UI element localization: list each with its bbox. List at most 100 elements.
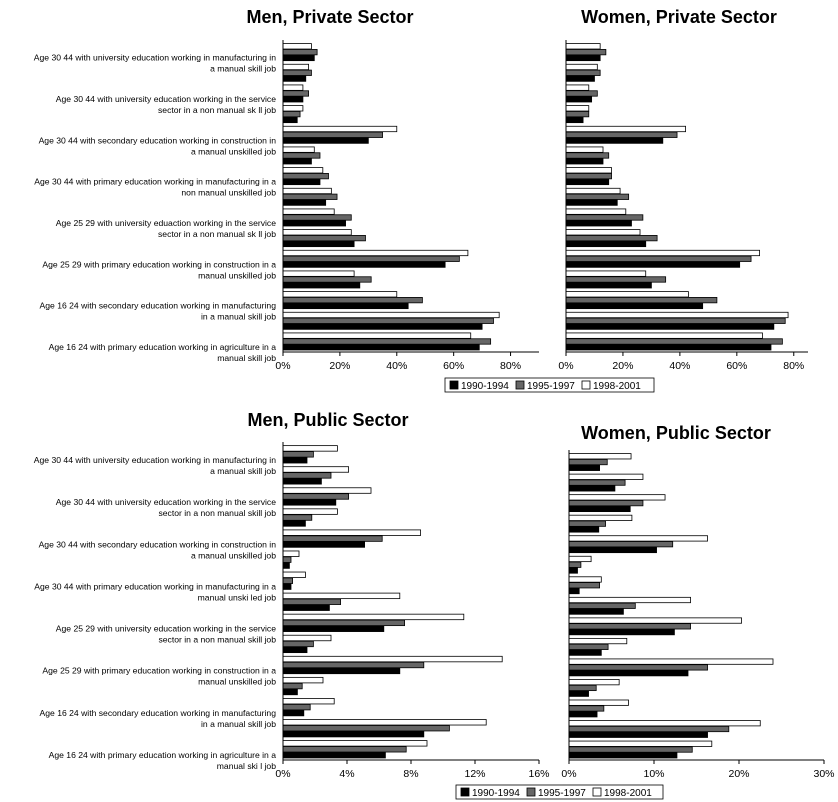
bar (282, 535, 383, 542)
bar (282, 178, 321, 186)
category-label: Age 30 44 with university education work… (34, 53, 276, 63)
bar (568, 623, 691, 630)
bar (282, 499, 337, 506)
legend-swatch (592, 787, 602, 797)
bar (282, 478, 322, 485)
x-tick-label: 30% (813, 768, 834, 780)
bar (282, 69, 312, 76)
bar (282, 125, 398, 133)
bar (282, 556, 292, 563)
bar (568, 473, 644, 480)
category-label: a manual unskilled job (191, 550, 276, 560)
bar (282, 43, 312, 50)
bar (282, 571, 306, 578)
category-label: Age 16 24 with primary education working… (49, 750, 277, 760)
bar (282, 529, 422, 536)
category-label: Age 25 29 with university eduaction work… (56, 218, 276, 228)
chart-title: Men, Private Sector (246, 7, 413, 27)
x-tick-label: 80% (500, 360, 521, 372)
bar (568, 705, 605, 712)
bar (568, 746, 693, 753)
bar (282, 667, 401, 675)
bar (568, 479, 626, 486)
bar (565, 317, 786, 324)
bar (282, 562, 290, 569)
bar (282, 131, 383, 138)
bar (568, 494, 666, 501)
category-label: a manual unskilled job (191, 146, 276, 156)
bar (282, 472, 332, 479)
category-label: manual unskilled job (198, 270, 276, 280)
bar (282, 173, 329, 180)
bar (568, 679, 620, 686)
bar (565, 131, 678, 138)
x-tick-label: 10% (643, 768, 664, 780)
bar (565, 261, 741, 268)
legend-box (444, 377, 655, 393)
bar (565, 111, 590, 118)
bar (282, 493, 349, 500)
bar (282, 655, 503, 663)
bar (565, 311, 789, 319)
bar (568, 602, 636, 609)
legend-swatch (581, 380, 591, 390)
category-label: sector in a non manual skill job (158, 508, 276, 518)
bar (282, 302, 409, 310)
bar (282, 282, 361, 289)
bar (568, 690, 589, 697)
bar (282, 740, 428, 747)
bar (282, 137, 369, 144)
chart-0: Men, Private Sector 0% 20% 40% 60% 80% Age 30 … (34, 7, 539, 372)
bar (565, 49, 607, 56)
category-label: sector in a non manual skill job (158, 635, 276, 645)
legend-label: 1995-1997 (538, 788, 586, 799)
bar (565, 90, 598, 97)
bar (565, 96, 593, 103)
bar (282, 208, 335, 215)
category-label: in a manual skill job (201, 312, 276, 322)
bar (282, 541, 365, 548)
category-label: sector in a non manual sk ll job (158, 105, 276, 115)
bar (568, 699, 629, 706)
chart-title: Men, Public Sector (247, 410, 408, 430)
bar (568, 500, 644, 507)
bar (282, 703, 311, 711)
bar (282, 640, 314, 648)
bar (568, 576, 602, 583)
category-label: Age 30 44 with primary education working… (34, 582, 276, 592)
bar (565, 235, 658, 242)
bar (282, 220, 346, 227)
x-tick-label: 60% (443, 360, 464, 372)
bar (568, 546, 657, 554)
bar (282, 338, 492, 345)
x-tick-label: 40% (669, 360, 690, 372)
legend-label: 1998-2001 (593, 381, 641, 392)
bar (282, 613, 465, 621)
bar (565, 173, 612, 180)
bar (282, 323, 483, 330)
bar (565, 158, 604, 165)
bar (568, 658, 774, 665)
x-tick-label: 0% (561, 768, 576, 780)
bar (565, 125, 686, 133)
bar (282, 54, 315, 62)
bar (282, 146, 315, 153)
bar (282, 688, 298, 696)
category-label: Age 25 29 with primary education working… (42, 259, 276, 269)
bar (565, 214, 644, 221)
bar (568, 752, 678, 759)
bar (565, 323, 775, 330)
category-label: Age 30 44 with secondary education worki… (39, 135, 277, 145)
bar (282, 725, 450, 732)
bar (568, 664, 708, 671)
bar (282, 625, 385, 632)
category-label: a manual skill job (210, 64, 276, 74)
x-tick-label: 20% (329, 360, 350, 372)
legend-swatch (526, 787, 536, 797)
legend-swatch (515, 380, 525, 390)
bar (282, 187, 332, 195)
bar (282, 105, 304, 112)
bar (565, 84, 590, 91)
legend-swatch (460, 787, 470, 797)
bar (568, 453, 632, 460)
